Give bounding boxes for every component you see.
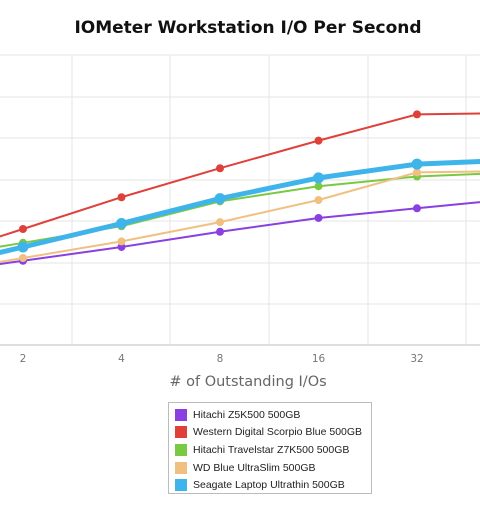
data-point <box>17 241 29 253</box>
legend-label: Seagate Laptop Ultrathin 500GB <box>193 479 345 492</box>
data-point <box>313 172 324 184</box>
legend-label: WD Blue UltraSlim 500GB <box>193 461 316 474</box>
data-point <box>216 218 224 227</box>
legend-swatch <box>175 479 187 492</box>
series-3 <box>0 168 480 263</box>
series-4 <box>0 158 480 255</box>
data-point <box>314 182 323 191</box>
legend-item: Hitachi Travelstar Z7K500 500GB <box>175 441 365 459</box>
data-point <box>413 204 421 213</box>
legend-item: Seagate Laptop Ultrathin 500GB <box>175 476 365 494</box>
grid <box>0 54 480 346</box>
series-1 <box>0 110 480 238</box>
data-point <box>413 110 421 119</box>
legend-swatch <box>175 461 187 474</box>
x-tick-label: 4 <box>118 353 125 365</box>
legend-swatch <box>175 408 187 421</box>
legend-label: Hitachi Travelstar Z7K500 500GB <box>193 443 350 456</box>
legend-swatch <box>175 426 187 439</box>
legend-item: Hitachi Z5K500 500GB <box>175 406 365 424</box>
data-point <box>411 158 423 170</box>
x-tick-label: 16 <box>312 353 326 365</box>
data-point <box>314 196 323 204</box>
x-tick-label: 2 <box>20 353 27 365</box>
x-tick-label: 32 <box>410 353 423 365</box>
data-point <box>117 237 126 246</box>
data-point <box>314 136 323 145</box>
data-point <box>19 254 27 262</box>
x-tick-labels: 2 4 8 16 32 <box>20 353 424 365</box>
chart-title: IOMeter Workstation I/O Per Second <box>74 18 422 38</box>
x-tick-label: 8 <box>217 353 224 365</box>
data-point <box>116 217 127 229</box>
data-point <box>216 227 224 236</box>
data-point <box>413 168 421 177</box>
data-point <box>19 225 27 233</box>
x-axis-label: # of Outstanding I/Os <box>169 374 327 390</box>
line-chart: 2 4 8 16 32 <box>0 54 480 365</box>
legend-label: Western Digital Scorpio Blue 500GB <box>193 426 363 439</box>
legend: Hitachi Z5K500 500GB Western Digital Scor… <box>168 402 372 494</box>
data-point <box>214 193 226 205</box>
legend-swatch <box>175 443 187 456</box>
legend-label: Hitachi Z5K500 500GB <box>193 408 301 421</box>
data-point <box>117 242 126 251</box>
data-point <box>314 213 323 222</box>
data-point <box>117 193 126 202</box>
series-lines <box>0 110 480 265</box>
legend-item: Western Digital Scorpio Blue 500GB <box>175 424 365 442</box>
legend-item: WD Blue UltraSlim 500GB <box>175 459 365 477</box>
data-point <box>216 164 224 173</box>
